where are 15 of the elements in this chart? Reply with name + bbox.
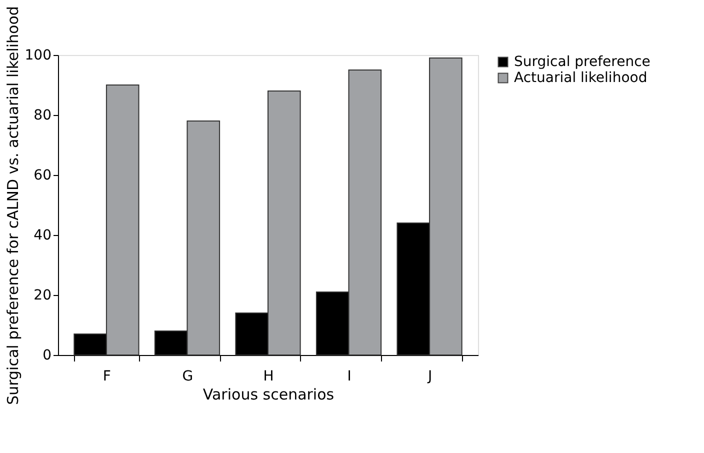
x-tick-label: H <box>263 368 274 384</box>
y-tick-label: 0 <box>42 348 52 364</box>
y-axis-title: Surgical preference for cALND vs. actuarial likelihood <box>4 6 22 405</box>
y-tick-label: 80 <box>34 108 52 124</box>
legend-label: Actuarial likelihood <box>514 70 648 86</box>
y-tick-label: 100 <box>24 48 52 64</box>
x-tick-label: F <box>102 368 111 384</box>
y-tick-label: 40 <box>34 228 52 244</box>
legend-label: Surgical preference <box>514 54 650 70</box>
y-tick-label: 20 <box>34 288 52 304</box>
x-tick-label: G <box>182 368 194 384</box>
y-tick-label: 60 <box>34 168 52 184</box>
x-tick-label: J <box>426 368 432 384</box>
x-tick-label: I <box>347 368 352 384</box>
x-axis-title: Various scenarios <box>202 386 334 404</box>
